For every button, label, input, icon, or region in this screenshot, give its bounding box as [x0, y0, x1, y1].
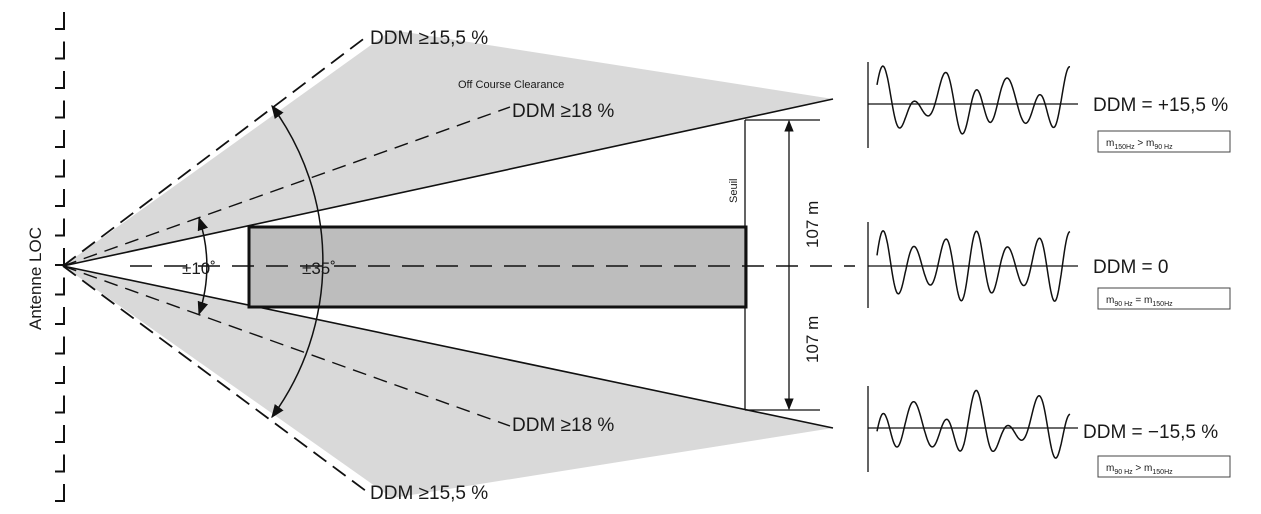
antenna-label: Antenne LOC [26, 227, 45, 330]
distance-lower-label: 107 m [803, 316, 822, 363]
angle-35-label: ±35˚ [302, 259, 336, 278]
lower-inner-ddm-label: DDM ≥18 % [512, 415, 614, 436]
angle-35-arc [271, 104, 324, 419]
signal-lower: DDM = −15,5 % m90 Hz > m150Hz [867, 386, 1231, 478]
upper-clearance-sector [63, 30, 833, 266]
angle-10-arc [197, 216, 209, 316]
runway [247, 225, 748, 309]
signal-waveform [876, 389, 1071, 459]
upper-sector-edge [62, 98, 834, 267]
distance-upper-label: 107 m [803, 201, 822, 248]
condition-box [1097, 287, 1231, 310]
lower-sector-edge [62, 265, 834, 429]
threshold-label: Seuil [728, 179, 740, 203]
upper-ddm-155-line [62, 36, 367, 267]
signal-waveform [876, 230, 1071, 303]
signal-waveform [876, 65, 1071, 135]
upper-inner-ddm-label: DDM ≥18 % [512, 101, 614, 122]
lower-clearance-sector [63, 266, 833, 498]
upper-outer-ddm-label: DDM ≥15,5 % [370, 28, 488, 49]
signal-ddm-label: DDM = −15,5 % [1083, 422, 1218, 443]
signal-ddm-label: DDM = +15,5 % [1093, 95, 1228, 116]
lower-outer-ddm-label: DDM ≥15,5 % [370, 483, 488, 504]
clearance-label: Off Course Clearance [458, 79, 564, 91]
lower-ddm-155-line [62, 265, 367, 492]
condition-text: m90 Hz = m150Hz [1106, 295, 1173, 308]
condition-text: m150Hz > m90 Hz [1106, 138, 1173, 151]
lower-ddm-18-line [62, 265, 511, 427]
upper-ddm-18-line [62, 106, 511, 267]
signal-ddm-label: DDM = 0 [1093, 257, 1169, 278]
condition-text: m90 Hz > m150Hz [1106, 463, 1173, 476]
signal-upper: DDM = +15,5 % m150Hz > m90 Hz [867, 62, 1231, 153]
condition-box [1097, 455, 1231, 478]
condition-box [1097, 130, 1231, 153]
angle-10-label: ±10˚ [182, 259, 216, 278]
signal-center: DDM = 0 m90 Hz = m150Hz [867, 222, 1231, 310]
antenna-array [55, 12, 65, 502]
